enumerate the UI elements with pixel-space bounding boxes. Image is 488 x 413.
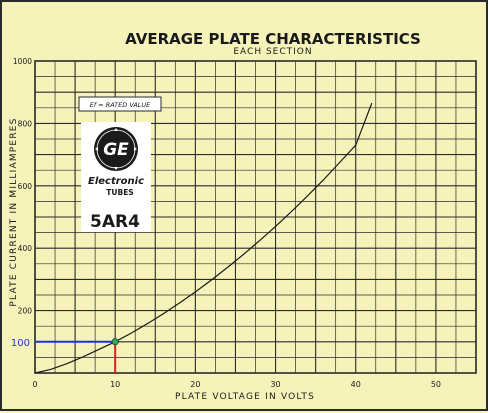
- plate-characteristics-chart: AVERAGE PLATE CHARACTERISTICS EACH SECTI…: [9, 30, 477, 402]
- ge-logo-panel: GE Electronic TUBES 5AR4: [81, 122, 151, 232]
- x-tick-label: 30: [270, 380, 280, 389]
- y-tick-label: 1000: [13, 57, 32, 66]
- x-tick-label: 0: [32, 380, 37, 389]
- y-tick-label: 400: [18, 244, 33, 253]
- chart-title: AVERAGE PLATE CHARACTERISTICS: [125, 30, 421, 48]
- plot-border: [34, 60, 477, 374]
- y-tick-label: 800: [18, 119, 33, 128]
- ge-logo-icon: GE: [94, 127, 138, 171]
- axis-ticks: 0 10 20 30 40 50 200 400 600 800 1000: [13, 57, 441, 389]
- brand-line-2: TUBES: [106, 188, 133, 197]
- highlight-point: [111, 338, 119, 346]
- rated-value-note: Ef = RATED VALUE: [78, 96, 162, 112]
- series-layer: [34, 102, 373, 374]
- ge-monogram: GE: [103, 140, 129, 160]
- tube-type-label: 5AR4: [90, 212, 140, 232]
- y-tick-label: 600: [18, 182, 33, 191]
- y-tick-label: 200: [18, 307, 33, 316]
- x-tick-label: 20: [190, 380, 200, 389]
- highlight-value-label: 100: [11, 338, 30, 349]
- x-tick-label: 50: [431, 380, 441, 389]
- brand-line-1: Electronic: [88, 176, 144, 187]
- chart-subtitle: EACH SECTION: [233, 47, 312, 57]
- highlight-layer: 100: [11, 338, 119, 373]
- x-tick-label: 10: [110, 380, 120, 389]
- x-tick-label: 40: [351, 380, 361, 389]
- y-axis-label: PLATE CURRENT IN MILLIAMPERES: [9, 117, 19, 306]
- x-axis-label: PLATE VOLTAGE IN VOLTS: [175, 392, 315, 402]
- rated-value-label: Ef = RATED VALUE: [90, 101, 151, 109]
- grid: [34, 60, 477, 374]
- series-line: [34, 102, 373, 374]
